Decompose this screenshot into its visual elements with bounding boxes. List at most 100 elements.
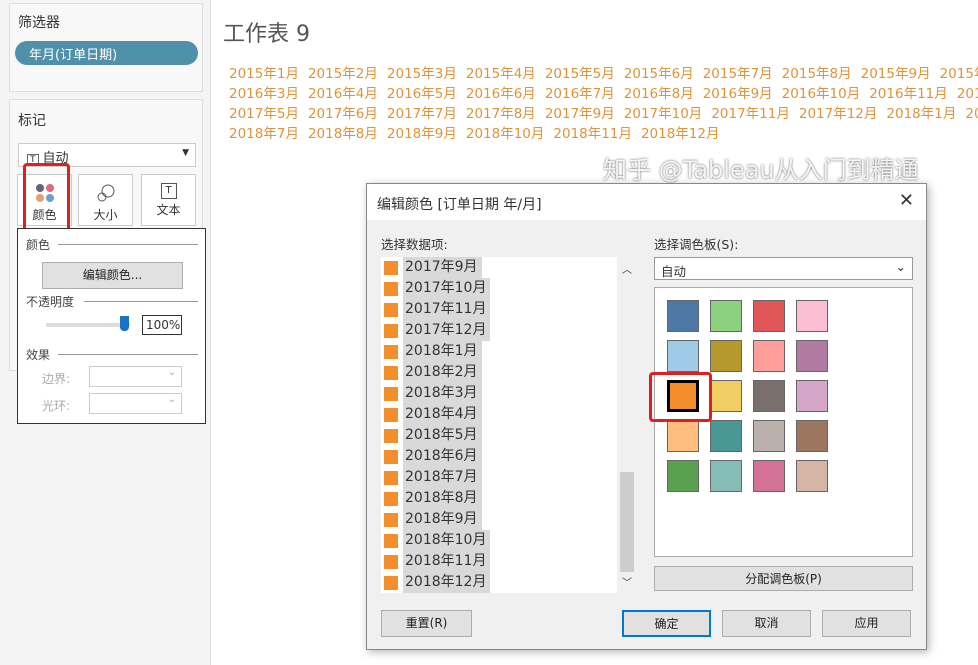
scroll-up-icon[interactable]: ︿ — [622, 265, 632, 276]
month-label[interactable]: 2018年1月 — [886, 106, 957, 122]
list-item[interactable]: 2017年12月 — [381, 320, 617, 341]
month-label[interactable]: 2015年9月 — [860, 66, 931, 82]
list-item[interactable]: 2018年12月 — [381, 572, 617, 593]
month-label[interactable]: 2015年4月 — [465, 66, 536, 82]
month-label[interactable]: 2017年11月 — [711, 106, 790, 122]
palette-color-swatch[interactable] — [796, 300, 828, 332]
list-item[interactable]: 2018年5月 — [381, 425, 617, 446]
item-label: 2017年11月 — [403, 299, 491, 320]
palette-color-swatch[interactable] — [710, 340, 742, 372]
month-label[interactable]: 2018年12月 — [640, 126, 720, 142]
month-label[interactable]: 2016年10月 — [781, 86, 861, 102]
item-label: 2018年3月 — [403, 383, 482, 404]
palette-color-swatch[interactable] — [753, 380, 785, 412]
month-label[interactable]: 2017年12月 — [798, 106, 878, 122]
border-dropdown[interactable]: ⌄ — [89, 366, 182, 387]
month-label[interactable]: 2016年3月 — [229, 86, 299, 102]
month-label[interactable]: 2015年8月 — [781, 66, 852, 82]
palette-color-swatch[interactable] — [667, 420, 699, 452]
month-label[interactable]: 2018年7月 — [229, 126, 299, 142]
opacity-slider-thumb[interactable] — [120, 316, 129, 331]
month-label[interactable]: 2016年12月 — [956, 86, 978, 102]
palette-color-swatch[interactable] — [753, 420, 785, 452]
dialog-title: 编辑颜色 [订单日期 年/月] — [367, 184, 926, 220]
list-item[interactable]: 2018年7月 — [381, 467, 617, 488]
palette-color-swatch[interactable] — [796, 460, 828, 492]
month-label[interactable]: 2018年11月 — [553, 126, 632, 142]
month-label[interactable]: 2015年5月 — [544, 66, 615, 82]
data-items-list[interactable]: 2017年9月 2017年10月 2017年11月 2017年12月 2018年1月 20… — [381, 257, 617, 593]
list-item[interactable]: 2018年2月 — [381, 362, 617, 383]
month-label[interactable]: 2018年2月 — [965, 106, 978, 122]
scroll-down-icon[interactable]: ﹀ — [622, 578, 632, 589]
month-label[interactable]: 2016年5月 — [386, 86, 457, 102]
list-scrollbar[interactable]: ︿ ﹀ — [617, 257, 637, 593]
month-label[interactable]: 2018年9月 — [386, 126, 457, 142]
ok-button[interactable]: 确定 — [622, 610, 711, 637]
list-item[interactable]: 2018年3月 — [381, 383, 617, 404]
month-label[interactable]: 2017年8月 — [465, 106, 536, 122]
list-item[interactable]: 2017年9月 — [381, 257, 617, 278]
filter-pill[interactable]: 年月(订单日期) — [15, 41, 198, 65]
list-item[interactable]: 2018年1月 — [381, 341, 617, 362]
edit-colors-button[interactable]: 编辑颜色... — [42, 262, 183, 289]
palette-color-swatch[interactable] — [710, 460, 742, 492]
month-label[interactable]: 2016年9月 — [702, 86, 773, 102]
month-label[interactable]: 2015年3月 — [386, 66, 457, 82]
month-label[interactable]: 2017年6月 — [307, 106, 378, 122]
color-card[interactable]: 颜色 — [17, 174, 72, 226]
palette-color-swatch[interactable] — [753, 460, 785, 492]
month-label[interactable]: 2017年7月 — [386, 106, 457, 122]
month-label[interactable]: 2015年6月 — [623, 66, 694, 82]
apply-button[interactable]: 应用 — [822, 610, 911, 637]
palette-dropdown[interactable]: 自动 ⌄ — [654, 257, 913, 280]
palette-color-swatch[interactable] — [710, 380, 742, 412]
list-item[interactable]: 2018年4月 — [381, 404, 617, 425]
month-label[interactable]: 2015年7月 — [702, 66, 773, 82]
month-label[interactable]: 2018年10月 — [465, 126, 545, 142]
month-label[interactable]: 2016年6月 — [465, 86, 536, 102]
halo-dropdown[interactable]: ⌄ — [89, 393, 182, 414]
palette-color-swatch[interactable] — [667, 340, 699, 372]
palette-color-swatch[interactable] — [796, 420, 828, 452]
palette-color-swatch[interactable] — [710, 300, 742, 332]
list-item[interactable]: 2017年10月 — [381, 278, 617, 299]
list-item[interactable]: 2018年9月 — [381, 509, 617, 530]
palette-color-swatch[interactable] — [667, 380, 699, 412]
palette-color-swatch[interactable] — [667, 300, 699, 332]
month-label[interactable]: 2015年2月 — [307, 66, 378, 82]
cancel-button[interactable]: 取消 — [722, 610, 811, 637]
month-label[interactable]: 2017年10月 — [623, 106, 703, 122]
palette-color-swatch[interactable] — [667, 460, 699, 492]
month-label[interactable]: 2018年8月 — [307, 126, 378, 142]
list-item[interactable]: 2017年11月 — [381, 299, 617, 320]
month-label[interactable]: 2016年8月 — [623, 86, 694, 102]
edit-colors-dialog: 编辑颜色 [订单日期 年/月] ✕ 选择数据项: 2017年9月 2017年10月… — [366, 183, 927, 650]
mark-type-dropdown[interactable]: T 自动 ▼ — [18, 143, 196, 167]
list-item[interactable]: 2018年11月 — [381, 551, 617, 572]
palette-color-swatch[interactable] — [796, 380, 828, 412]
reset-button[interactable]: 重置(R) — [381, 610, 472, 637]
size-card[interactable]: 大小 — [78, 174, 133, 226]
month-label[interactable]: 2017年9月 — [544, 106, 615, 122]
month-label[interactable]: 2015年10月 — [939, 66, 978, 82]
color-swatch — [384, 470, 398, 485]
list-item[interactable]: 2018年8月 — [381, 488, 617, 509]
palette-color-swatch[interactable] — [710, 420, 742, 452]
scrollbar-thumb[interactable] — [620, 472, 634, 572]
text-card[interactable]: T 文本 — [141, 174, 196, 226]
palette-color-swatch[interactable] — [796, 340, 828, 372]
opacity-value-field[interactable]: 100% — [142, 315, 182, 335]
list-item[interactable]: 2018年6月 — [381, 446, 617, 467]
opacity-slider[interactable] — [46, 323, 130, 327]
close-icon[interactable]: ✕ — [898, 190, 914, 211]
month-label[interactable]: 2015年1月 — [229, 66, 299, 82]
palette-color-swatch[interactable] — [753, 300, 785, 332]
assign-palette-button[interactable]: 分配调色板(P) — [654, 566, 913, 591]
month-label[interactable]: 2016年11月 — [869, 86, 948, 102]
list-item[interactable]: 2018年10月 — [381, 530, 617, 551]
month-label[interactable]: 2016年4月 — [307, 86, 378, 102]
month-label[interactable]: 2016年7月 — [544, 86, 615, 102]
month-label[interactable]: 2017年5月 — [229, 106, 299, 122]
palette-color-swatch[interactable] — [753, 340, 785, 372]
